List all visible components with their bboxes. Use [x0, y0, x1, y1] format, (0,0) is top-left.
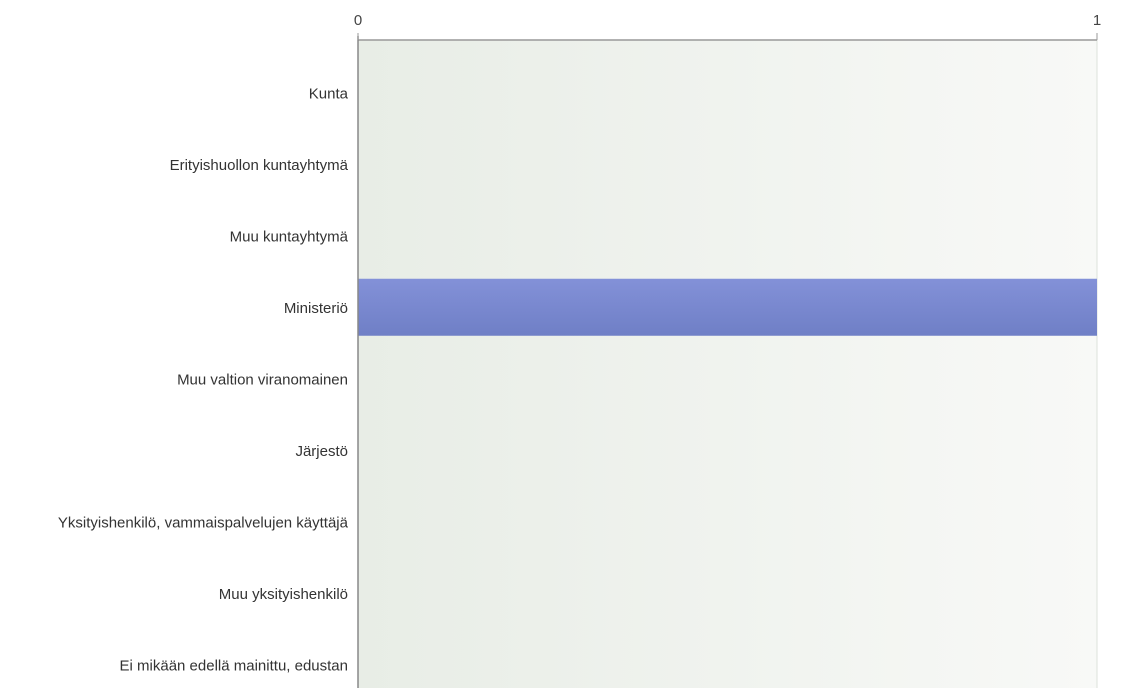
x-tick-label: 1	[1093, 12, 1101, 29]
category-label: Ei mikään edellä mainittu, edustan	[120, 657, 348, 674]
plot-area	[358, 40, 1097, 688]
category-label: Erityishuollon kuntayhtymä	[170, 157, 349, 174]
category-label: Ministeriö	[284, 300, 348, 317]
bars	[358, 278, 1097, 336]
category-label: Kunta	[309, 85, 349, 102]
category-label: Järjestö	[295, 443, 348, 460]
x-tick-label: 0	[354, 12, 362, 29]
category-label: Muu valtion viranomainen	[177, 371, 348, 388]
category-labels: Kunta Erityishuollon kuntayhtymä Muu kunta…	[58, 85, 349, 674]
category-label: Muu kuntayhtymä	[230, 228, 349, 245]
x-axis	[357, 33, 1098, 688]
category-label: Muu yksityishenkilö	[219, 586, 348, 603]
bar	[358, 278, 1097, 336]
category-label: Yksityishenkilö, vammaispalvelujen käytt…	[58, 514, 349, 531]
plot-background	[358, 40, 1097, 688]
